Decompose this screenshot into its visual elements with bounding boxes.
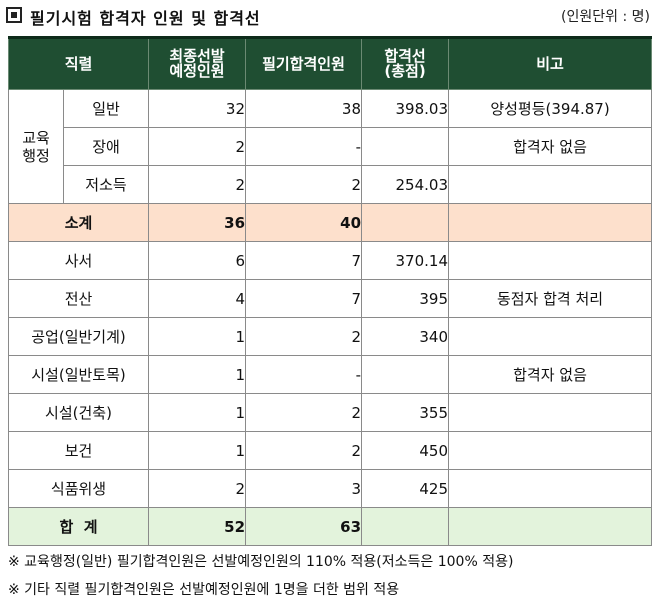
passed-cell: 2 [245, 431, 363, 470]
row-name: 장애 [62, 127, 150, 166]
table-row: 사서 6 7 370.14 [7, 241, 653, 280]
planned-cell: 36 [148, 203, 247, 242]
group-label: 교육 행정 [8, 89, 64, 204]
table-row: 교육 행정 일반 32 38 398.03 양성평등(394.87) [8, 89, 653, 204]
passed-cell: - [245, 127, 363, 166]
passed-cell: 2 [245, 393, 363, 432]
table-row: 시설(건축) 1 2 355 [7, 393, 653, 432]
passed-cell: 2 [245, 317, 363, 356]
row-name: 시설(건축) [7, 393, 150, 432]
note-cell [448, 317, 653, 356]
planned-cell: 1 [148, 355, 247, 394]
row-name: 공업(일반기계) [7, 317, 150, 356]
cutoff-cell [361, 507, 450, 546]
row-name: 전산 [7, 279, 150, 318]
passed-cell: 7 [245, 279, 363, 318]
title-row: 필기시험 합격자 인원 및 합격선 (인원단위 : 명) [6, 4, 654, 28]
passed-cell: - [245, 355, 363, 394]
passed-cell: 63 [245, 507, 363, 546]
passed-cell: 7 [245, 241, 363, 280]
note-cell [448, 431, 653, 470]
subtotal-row: 소계 36 40 [7, 203, 653, 242]
cutoff-cell [361, 127, 450, 166]
note-cell [448, 203, 653, 242]
row-name: 시설(일반토목) [7, 355, 150, 394]
planned-cell: 6 [148, 241, 247, 280]
table-row: 식품위생 2 3 425 [7, 469, 653, 508]
col-header-note: 비고 [448, 37, 653, 90]
footnotes: ※ 교육행정(일반) 필기합격인원은 선발예정인원의 110% 적용(저소득은 … [8, 548, 513, 604]
note-cell [448, 393, 653, 432]
col-header-planned: 최종선발 예정인원 [148, 37, 247, 90]
cutoff-cell: 398.03 [361, 89, 450, 128]
footnote: ※ 교육행정(일반) 필기합격인원은 선발예정인원의 110% 적용(저소득은 … [8, 554, 514, 570]
passed-cell: 38 [245, 89, 363, 128]
table-row: 공업(일반기계) 1 2 340 [7, 317, 653, 356]
table-row: 보건 1 2 450 [7, 431, 653, 470]
row-name: 보건 [7, 431, 150, 470]
cutoff-cell: 450 [361, 431, 450, 470]
planned-cell: 1 [148, 317, 247, 356]
note-cell [448, 241, 653, 280]
note-cell [448, 165, 653, 204]
col-header-cutoff: 합격선 (총점) [361, 37, 450, 90]
planned-cell: 32 [148, 89, 247, 128]
cutoff-cell: 340 [361, 317, 450, 356]
planned-cell: 2 [148, 127, 247, 166]
row-name: 식품위생 [7, 469, 150, 508]
square-bullet-icon [6, 7, 22, 23]
header-row: 직렬 최종선발 예정인원 필기합격인원 합격선 (총점) 비고 [7, 37, 653, 90]
note-cell: 합격자 없음 [448, 127, 653, 166]
note-cell [448, 469, 653, 508]
planned-cell: 2 [148, 469, 247, 508]
planned-cell: 1 [148, 393, 247, 432]
cutoff-cell: 370.14 [361, 241, 450, 280]
note-cell: 양성평등(394.87) [448, 89, 653, 128]
table-row: 장애 2 - 합격자 없음 [9, 127, 653, 166]
planned-cell: 1 [148, 431, 247, 470]
table-row: 저소득 2 2 254.03 [9, 165, 653, 204]
cutoff-cell: 425 [361, 469, 450, 508]
total-row: 합 계 52 63 [7, 507, 653, 546]
passed-cell: 3 [245, 469, 363, 508]
planned-cell: 4 [148, 279, 247, 318]
cutoff-cell [361, 355, 450, 394]
subtotal-label: 소계 [7, 203, 150, 242]
row-name: 저소득 [62, 165, 150, 204]
row-name: 일반 [62, 89, 150, 128]
col-header-passed: 필기합격인원 [245, 37, 363, 90]
passed-cell: 2 [245, 165, 363, 204]
page-title: 필기시험 합격자 인원 및 합격선 [30, 9, 261, 28]
planned-cell: 2 [148, 165, 247, 204]
footnote: ※ 기타 직렬 필기합격인원은 선발예정인원에 1명을 더한 범위 적용 [8, 582, 400, 598]
note-cell: 합격자 없음 [448, 355, 653, 394]
cutoff-cell: 395 [361, 279, 450, 318]
unit-label: (인원단위 : 명) [561, 9, 650, 25]
total-label: 합 계 [7, 507, 150, 546]
results-table: 직렬 최종선발 예정인원 필기합격인원 합격선 (총점) 비고 교육 행정 일반… [7, 36, 653, 546]
note-cell: 동점자 합격 처리 [448, 279, 653, 318]
table-row: 시설(일반토목) 1 - 합격자 없음 [7, 355, 653, 394]
row-name: 사서 [7, 241, 150, 280]
passed-cell: 40 [245, 203, 363, 242]
planned-cell: 52 [148, 507, 247, 546]
cutoff-cell: 355 [361, 393, 450, 432]
note-cell [448, 507, 653, 546]
cutoff-cell [361, 203, 450, 242]
table-row: 전산 4 7 395 동점자 합격 처리 [7, 279, 653, 318]
cutoff-cell: 254.03 [361, 165, 450, 204]
col-header-series: 직렬 [7, 37, 150, 90]
